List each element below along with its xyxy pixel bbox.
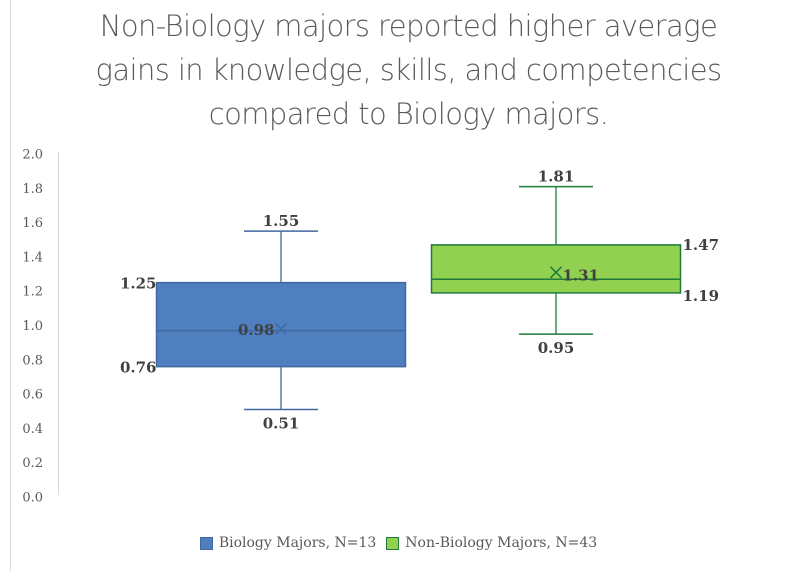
y-tick-label: 1.2 [22,285,43,300]
frame-border [10,0,11,571]
box-non-biology: 1.81 0.95 1.47 1.19 1.31 [430,168,720,357]
chart-title-line: gains in knowledge, skills, and competen… [95,53,723,87]
chart-title-line: Non-Biology majors reported higher avera… [99,9,718,43]
legend-item-non-biology[interactable]: Non-Biology Majors, N=43 [386,535,597,551]
y-tick-label: 0.0 [22,491,43,506]
mean-marker-stroke [274,322,288,335]
chart-title: Non-Biology majors reported higher avera… [0,4,797,136]
y-tick-label: 1.0 [22,319,43,334]
q1-label: 0.76 [120,359,157,377]
iqr-box [155,281,407,368]
iqr-box [430,244,682,294]
y-tick-label: 0.6 [22,388,43,403]
mean-marker [274,322,288,335]
mean-marker-stroke [549,266,563,279]
box-biology: 1.55 0.51 1.25 0.76 0.98 [120,212,407,433]
y-tick-label: 1.8 [22,182,43,197]
mean-label: 1.31 [563,266,600,284]
mean-marker [549,266,563,279]
y-tick-label: 1.4 [22,250,43,265]
legend-item-biology[interactable]: Biology Majors, N=13 [199,535,377,551]
y-tick-label: 0.4 [22,422,43,437]
chart-title-line: compared to Biology majors. [208,97,609,131]
max-label: 1.55 [263,212,300,230]
max-label: 1.81 [538,168,575,186]
q1-label: 1.19 [683,287,720,305]
y-tick-label: 2.0 [22,148,43,163]
boxes: 1.55 0.51 1.25 0.76 0.98 1.81 0.95 1.47 1.19 1.31 [120,168,719,433]
y-tick-label: 0.8 [22,353,43,368]
legend-label-non-biology: Non-Biology Majors, N=43 [405,535,598,551]
legend-swatch-non-biology [386,536,400,550]
min-label: 0.95 [538,339,575,357]
legend-swatch-biology [199,536,213,550]
q3-label: 1.47 [683,236,720,254]
min-label: 0.51 [263,415,300,433]
q3-label: 1.25 [120,275,157,293]
y-tick-label: 0.2 [22,456,43,471]
mean-label: 0.98 [238,321,275,339]
y-tick-label: 1.6 [22,216,43,231]
legend: Biology Majors, N=13 Non-Biology Majors,… [0,531,797,555]
y-tick-labels: 0.0 0.2 0.4 0.6 0.8 1.0 1.2 1.4 1.6 1.8 2.0 [22,148,43,506]
legend-label-biology: Biology Majors, N=13 [218,535,377,551]
